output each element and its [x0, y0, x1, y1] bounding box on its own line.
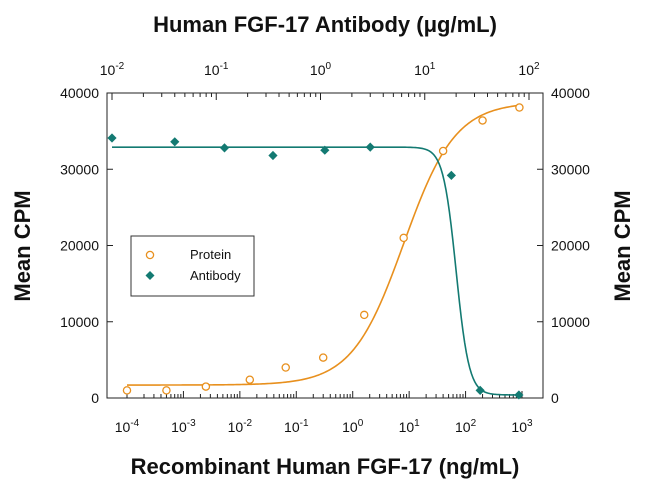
legend-antibody-label: Antibody — [190, 268, 241, 283]
data-point-protein — [478, 116, 487, 125]
data-point-antibody — [107, 133, 117, 143]
data-point-protein — [318, 353, 328, 362]
x-top-tick-label: 10-2 — [100, 61, 125, 78]
x-top-tick-label: 10-1 — [204, 61, 229, 78]
data-point-antibody — [475, 385, 485, 395]
y-tick-label-right: 10000 — [551, 314, 590, 330]
data-point-protein — [399, 233, 408, 243]
data-point-antibody — [219, 143, 230, 153]
x-top-tick-label: 102 — [518, 61, 540, 78]
fit-curve-antibody — [112, 146, 519, 396]
data-point-protein — [359, 310, 369, 320]
y-axis-title-left: Mean CPM — [10, 190, 35, 301]
legend-protein-label: Protein — [190, 247, 231, 262]
data-point-antibody — [268, 150, 278, 161]
legend-box — [130, 235, 255, 297]
legend-antibody-marker — [145, 271, 155, 280]
x-tick-label: 10-4 — [115, 418, 140, 435]
fit-curve-protein — [127, 104, 520, 386]
data-point-protein — [122, 386, 132, 395]
y-tick-label-left: 0 — [91, 390, 99, 406]
data-point-antibody — [365, 142, 375, 152]
data-point-antibody — [446, 170, 456, 180]
y-tick-label-right: 0 — [551, 390, 559, 406]
x-top-tick-label: 101 — [414, 61, 436, 78]
y-tick-label-right: 20000 — [551, 238, 590, 254]
ticks-layer: 0 0 10000 10000 20000 20000 30000 30000 40000 400… — [60, 61, 590, 435]
y-tick-label-left: 20000 — [60, 238, 99, 254]
curves-layer — [112, 104, 520, 396]
x-axis-title: Recombinant Human FGF-17 (ng/mL) — [131, 454, 520, 479]
data-point-antibody — [320, 145, 330, 155]
y-axis-title-right: Mean CPM — [610, 190, 635, 301]
x-top-tick-label: 100 — [310, 61, 332, 78]
legend: Protein Antibody — [130, 235, 255, 297]
data-point-protein — [201, 382, 211, 391]
x-tick-label: 10-3 — [171, 418, 196, 435]
x-tick-label: 10-1 — [284, 418, 309, 435]
data-point-protein — [245, 375, 255, 384]
x-tick-label: 101 — [399, 418, 421, 435]
y-tick-label-left: 30000 — [60, 161, 99, 177]
legend-protein-marker — [145, 250, 155, 260]
data-point-antibody — [514, 390, 524, 400]
x-tick-label: 10-2 — [228, 418, 253, 435]
data-point-antibody — [170, 137, 180, 147]
top-axis-title: Human FGF-17 Antibody (μg/mL) — [153, 12, 497, 37]
y-tick-label-right: 40000 — [551, 85, 590, 101]
data-point-protein — [162, 386, 171, 395]
y-tick-label-left: 10000 — [60, 314, 99, 330]
y-tick-label-left: 40000 — [60, 85, 99, 101]
x-tick-label: 102 — [455, 418, 477, 435]
x-tick-label: 103 — [511, 418, 533, 435]
points-layer — [107, 103, 524, 400]
x-tick-label: 100 — [342, 418, 364, 435]
y-tick-label-right: 30000 — [551, 161, 590, 177]
data-point-protein — [281, 363, 290, 372]
data-point-protein — [438, 146, 448, 156]
data-point-protein — [515, 103, 524, 112]
